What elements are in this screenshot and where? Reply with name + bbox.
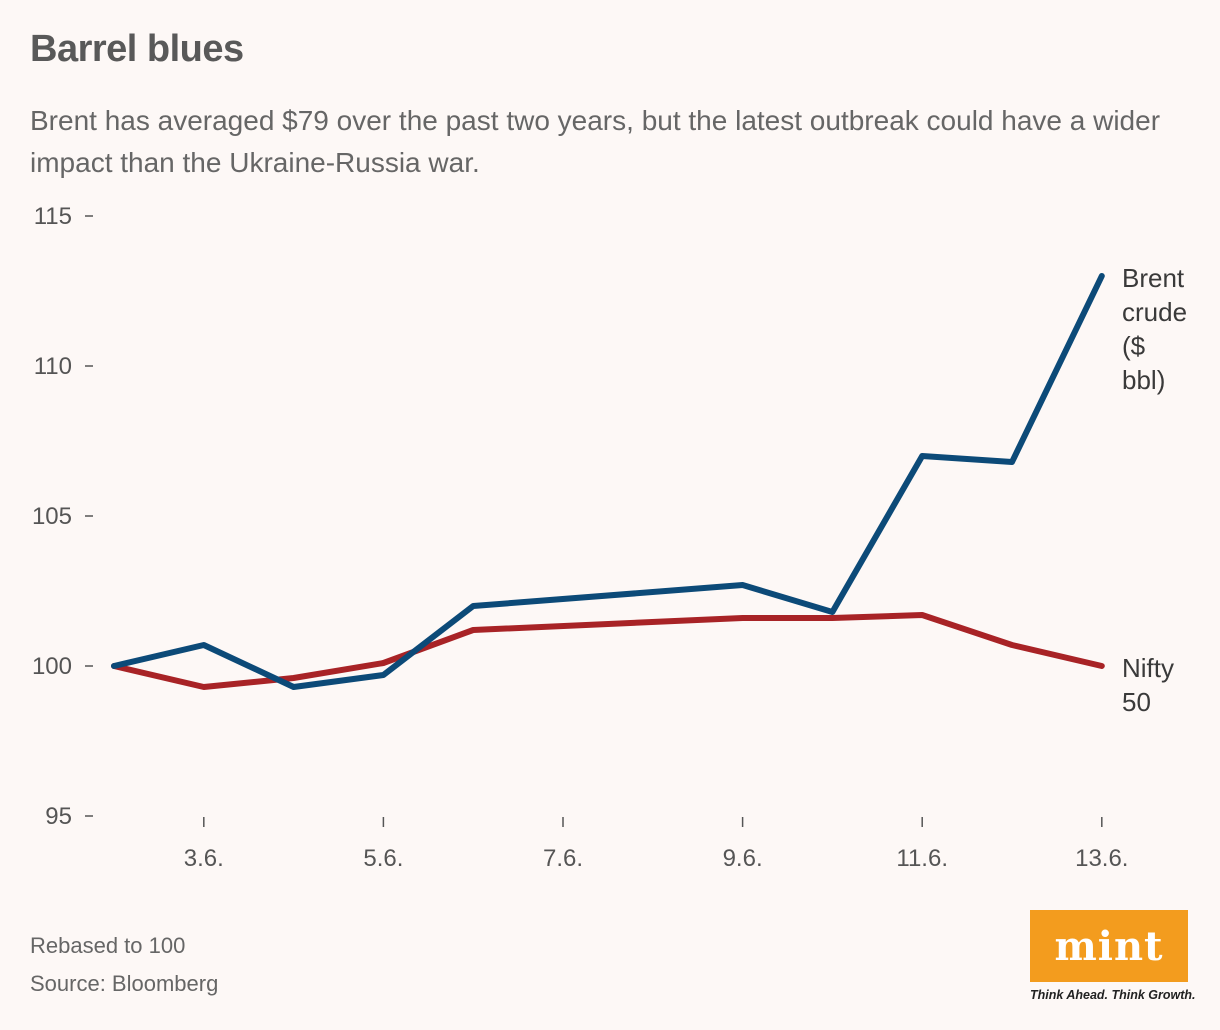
series-labels: Brent crude ($ bbl) Nifty 50 (1122, 263, 1187, 717)
y-tick-label: 110 (34, 353, 72, 380)
x-tick-label: 7.6. (543, 845, 583, 872)
logo-tagline: Think Ahead. Think Growth. (1030, 988, 1196, 1002)
mint-logo: mint (1030, 910, 1188, 982)
x-tick-label: 9.6. (723, 845, 763, 872)
series-layer (111, 273, 1105, 690)
source-note: Source: Bloomberg (30, 971, 219, 996)
x-tick-label: 13.6. (1075, 845, 1128, 872)
y-axis: 95 100 105 110 115 (32, 203, 93, 830)
series-label-brent-crude-bbl: Brent crude ($ bbl) (1122, 263, 1187, 395)
x-tick-label: 5.6. (363, 845, 403, 872)
chart-subtitle: Brent has averaged $79 over the past two… (30, 105, 1161, 178)
chart-title: Barrel blues (30, 28, 244, 70)
y-tick-label: 95 (45, 803, 72, 830)
line-chart: 95 100 105 110 115 3.6. 5.6. 7.6. 9.6. 11.6. 13.6… (32, 203, 1187, 872)
y-tick-label: 115 (34, 203, 72, 230)
rebased-note: Rebased to 100 (30, 933, 186, 958)
series-label-nifty-50: Nifty 50 (1122, 653, 1174, 717)
y-tick-label: 105 (32, 503, 72, 530)
y-tick-label: 100 (32, 653, 72, 680)
logo-wordmark: mint (1054, 922, 1164, 970)
series-line-nifty-50 (111, 612, 1105, 690)
x-axis: 3.6. 5.6. 7.6. 9.6. 11.6. 13.6. (184, 817, 1128, 872)
x-tick-label: 3.6. (184, 845, 224, 872)
series-line-brent-crude-bbl (111, 273, 1105, 690)
x-tick-label: 11.6. (896, 845, 948, 872)
